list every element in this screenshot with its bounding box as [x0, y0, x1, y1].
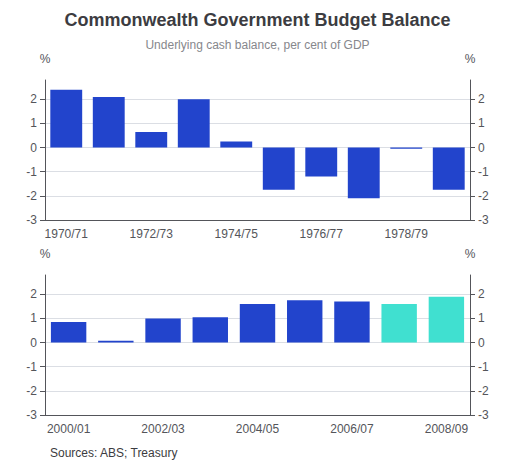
svg-text:0: 0: [478, 141, 485, 155]
svg-text:0: 0: [30, 141, 37, 155]
svg-text:-2: -2: [478, 189, 489, 203]
svg-text:2002/03: 2002/03: [141, 422, 185, 436]
svg-text:1: 1: [478, 311, 485, 325]
svg-text:%: %: [465, 52, 476, 66]
svg-text:2: 2: [478, 92, 485, 106]
svg-text:1: 1: [30, 116, 37, 130]
svg-text:%: %: [465, 247, 476, 261]
svg-text:2006/07: 2006/07: [330, 422, 374, 436]
svg-text:1976/77: 1976/77: [300, 227, 344, 241]
svg-text:2008/09: 2008/09: [425, 422, 469, 436]
svg-text:1972/73: 1972/73: [130, 227, 174, 241]
svg-text:-1: -1: [26, 165, 37, 179]
svg-text:1: 1: [30, 311, 37, 325]
svg-text:-2: -2: [26, 384, 37, 398]
svg-text:1: 1: [478, 116, 485, 130]
svg-text:2000/01: 2000/01: [47, 422, 91, 436]
svg-text:-1: -1: [478, 165, 489, 179]
svg-text:Sources: ABS; Treasury: Sources: ABS; Treasury: [50, 446, 177, 460]
svg-text:2004/05: 2004/05: [236, 422, 280, 436]
svg-text:-3: -3: [26, 408, 37, 422]
svg-text:Commonwealth Government Budget: Commonwealth Government Budget Balance: [64, 10, 450, 30]
svg-text:-1: -1: [26, 360, 37, 374]
svg-text:2: 2: [30, 287, 37, 301]
svg-text:-3: -3: [478, 408, 489, 422]
svg-text:%: %: [40, 247, 51, 261]
svg-text:-3: -3: [478, 213, 489, 227]
svg-text:%: %: [40, 52, 51, 66]
svg-text:-2: -2: [478, 384, 489, 398]
svg-text:0: 0: [478, 336, 485, 350]
svg-text:-1: -1: [478, 360, 489, 374]
svg-text:1970/71: 1970/71: [45, 227, 89, 241]
svg-text:1974/75: 1974/75: [215, 227, 259, 241]
svg-text:-2: -2: [26, 189, 37, 203]
svg-text:1978/79: 1978/79: [385, 227, 429, 241]
svg-text:0: 0: [30, 336, 37, 350]
svg-text:Underlying cash balance, per c: Underlying cash balance, per cent of GDP: [145, 38, 369, 52]
svg-text:-3: -3: [26, 213, 37, 227]
svg-text:2: 2: [478, 287, 485, 301]
svg-text:2: 2: [30, 92, 37, 106]
